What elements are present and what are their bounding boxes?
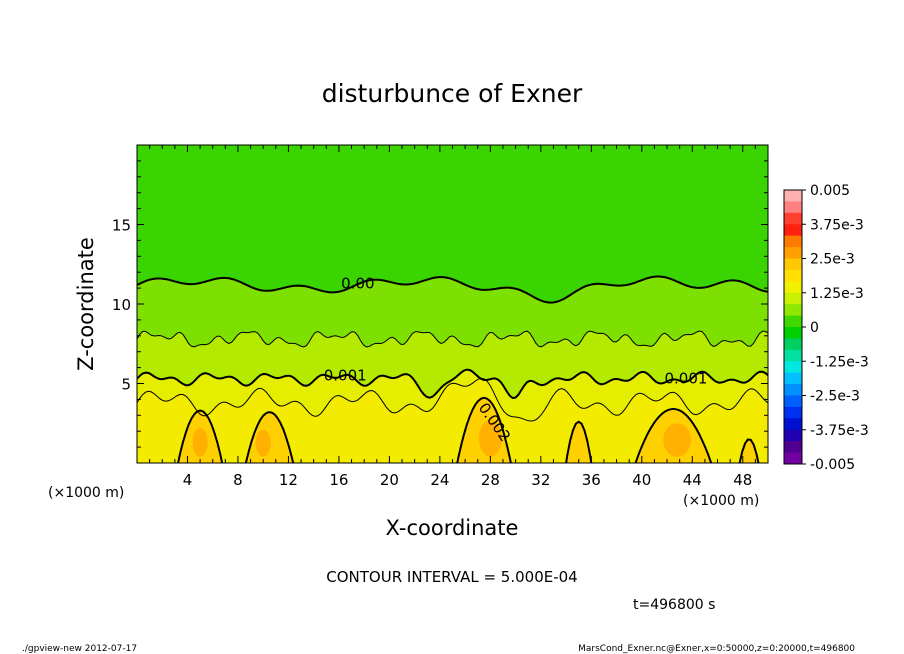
contour-002 (177, 396, 760, 463)
x-tick-label: 24 (430, 471, 449, 489)
colorbar-swatch (784, 349, 802, 362)
colorbar-swatch (784, 327, 802, 339)
contour-0005 (137, 330, 768, 348)
x-tick-label: 20 (380, 471, 399, 489)
colorbar-swatch (784, 190, 802, 202)
chart-title: disturbunce of Exner (322, 79, 583, 108)
y-axis: 5 10 15 (112, 160, 768, 448)
x-tick-label: 28 (481, 471, 500, 489)
colorbar-label: -1.25e-3 (810, 354, 869, 370)
contour-lines (137, 275, 768, 463)
colorbar-label: 2.5e-3 (810, 252, 855, 268)
contour-interval: CONTOUR INTERVAL = 5.000E-04 (326, 568, 577, 586)
footer-left: ./gpview-new 2012-07-17 (22, 644, 137, 654)
region-peak (192, 428, 208, 457)
colorbar-swatch (784, 406, 802, 419)
colorbar-label: 0.005 (810, 183, 850, 199)
colorbar-swatch (784, 395, 802, 408)
colorbar-swatch (784, 258, 802, 271)
x-axis-label: X-coordinate (386, 516, 519, 540)
contour-label: 0.001 (324, 367, 367, 385)
contour-0 (137, 275, 768, 304)
footer-right: MarsCond_Exner.nc@Exner,x=0:50000,z=0:20… (578, 644, 855, 654)
contour-label: 0.00 (341, 274, 374, 292)
x-unit-right: (×1000 m) (683, 493, 759, 509)
colorbar-swatch (784, 269, 802, 282)
colorbar-swatch (784, 201, 802, 214)
y-tick-label: 15 (112, 217, 131, 235)
region-peak (663, 423, 692, 457)
colorbar-label: -3.75e-3 (810, 423, 869, 439)
x-tick-label: 40 (632, 471, 651, 489)
colorbar-swatch (784, 429, 802, 442)
colorbar-swatch (784, 441, 802, 454)
x-tick-label: 36 (582, 471, 601, 489)
contour-001 (137, 368, 768, 400)
region-peak (479, 420, 502, 457)
colorbar-swatch (784, 281, 802, 294)
colorbar-swatch (784, 224, 802, 237)
x-tick-label: 8 (233, 471, 243, 489)
x-tick-label: 44 (683, 471, 702, 489)
colorbar-swatch (784, 315, 802, 328)
x-tick-label: 16 (329, 471, 348, 489)
y-tick-label: 10 (112, 296, 131, 314)
colorbar: 0.005 3.75e-3 2.5e-3 1.25e-3 0 -1.25e-3 -2.5e-… (783, 183, 869, 473)
colorbar-swatch (784, 304, 802, 317)
y-tick-label: 5 (121, 376, 131, 394)
region-low3 (137, 378, 768, 463)
colorbar-swatch (784, 338, 802, 351)
colorbar-swatch (784, 235, 802, 248)
contour-0015 (137, 377, 768, 422)
colorbar-swatch (784, 372, 802, 385)
x-tick-label: 4 (183, 471, 193, 489)
colorbar-swatch (784, 384, 802, 396)
y-axis-label: Z-coordinate (74, 237, 98, 371)
colorbar-swatch (784, 212, 802, 225)
x-tick-label: 12 (279, 471, 298, 489)
contour-label: 0.001 (664, 370, 707, 388)
colorbar-label: 1.25e-3 (810, 286, 864, 302)
colorbar-label: -0.005 (810, 457, 855, 473)
colorbar-swatch (784, 418, 802, 431)
x-axis: 4 8 12 16 20 24 28 32 36 40 44 48 (149, 145, 756, 489)
x-unit-left: (×1000 m) (48, 485, 124, 501)
region-peak (255, 429, 271, 457)
colorbar-label: -2.5e-3 (810, 389, 860, 405)
colorbar-label: 3.75e-3 (810, 217, 864, 233)
colorbar-swatch (784, 361, 802, 374)
colorbar-swatch (784, 292, 802, 305)
x-tick-label: 48 (733, 471, 752, 489)
plot-area (137, 145, 768, 463)
time-stamp: t=496800 s (633, 597, 715, 613)
x-tick-label: 32 (531, 471, 550, 489)
colorbar-swatch (784, 247, 802, 259)
colorbar-label: 0 (810, 320, 819, 336)
colorbar-swatch (784, 452, 802, 465)
